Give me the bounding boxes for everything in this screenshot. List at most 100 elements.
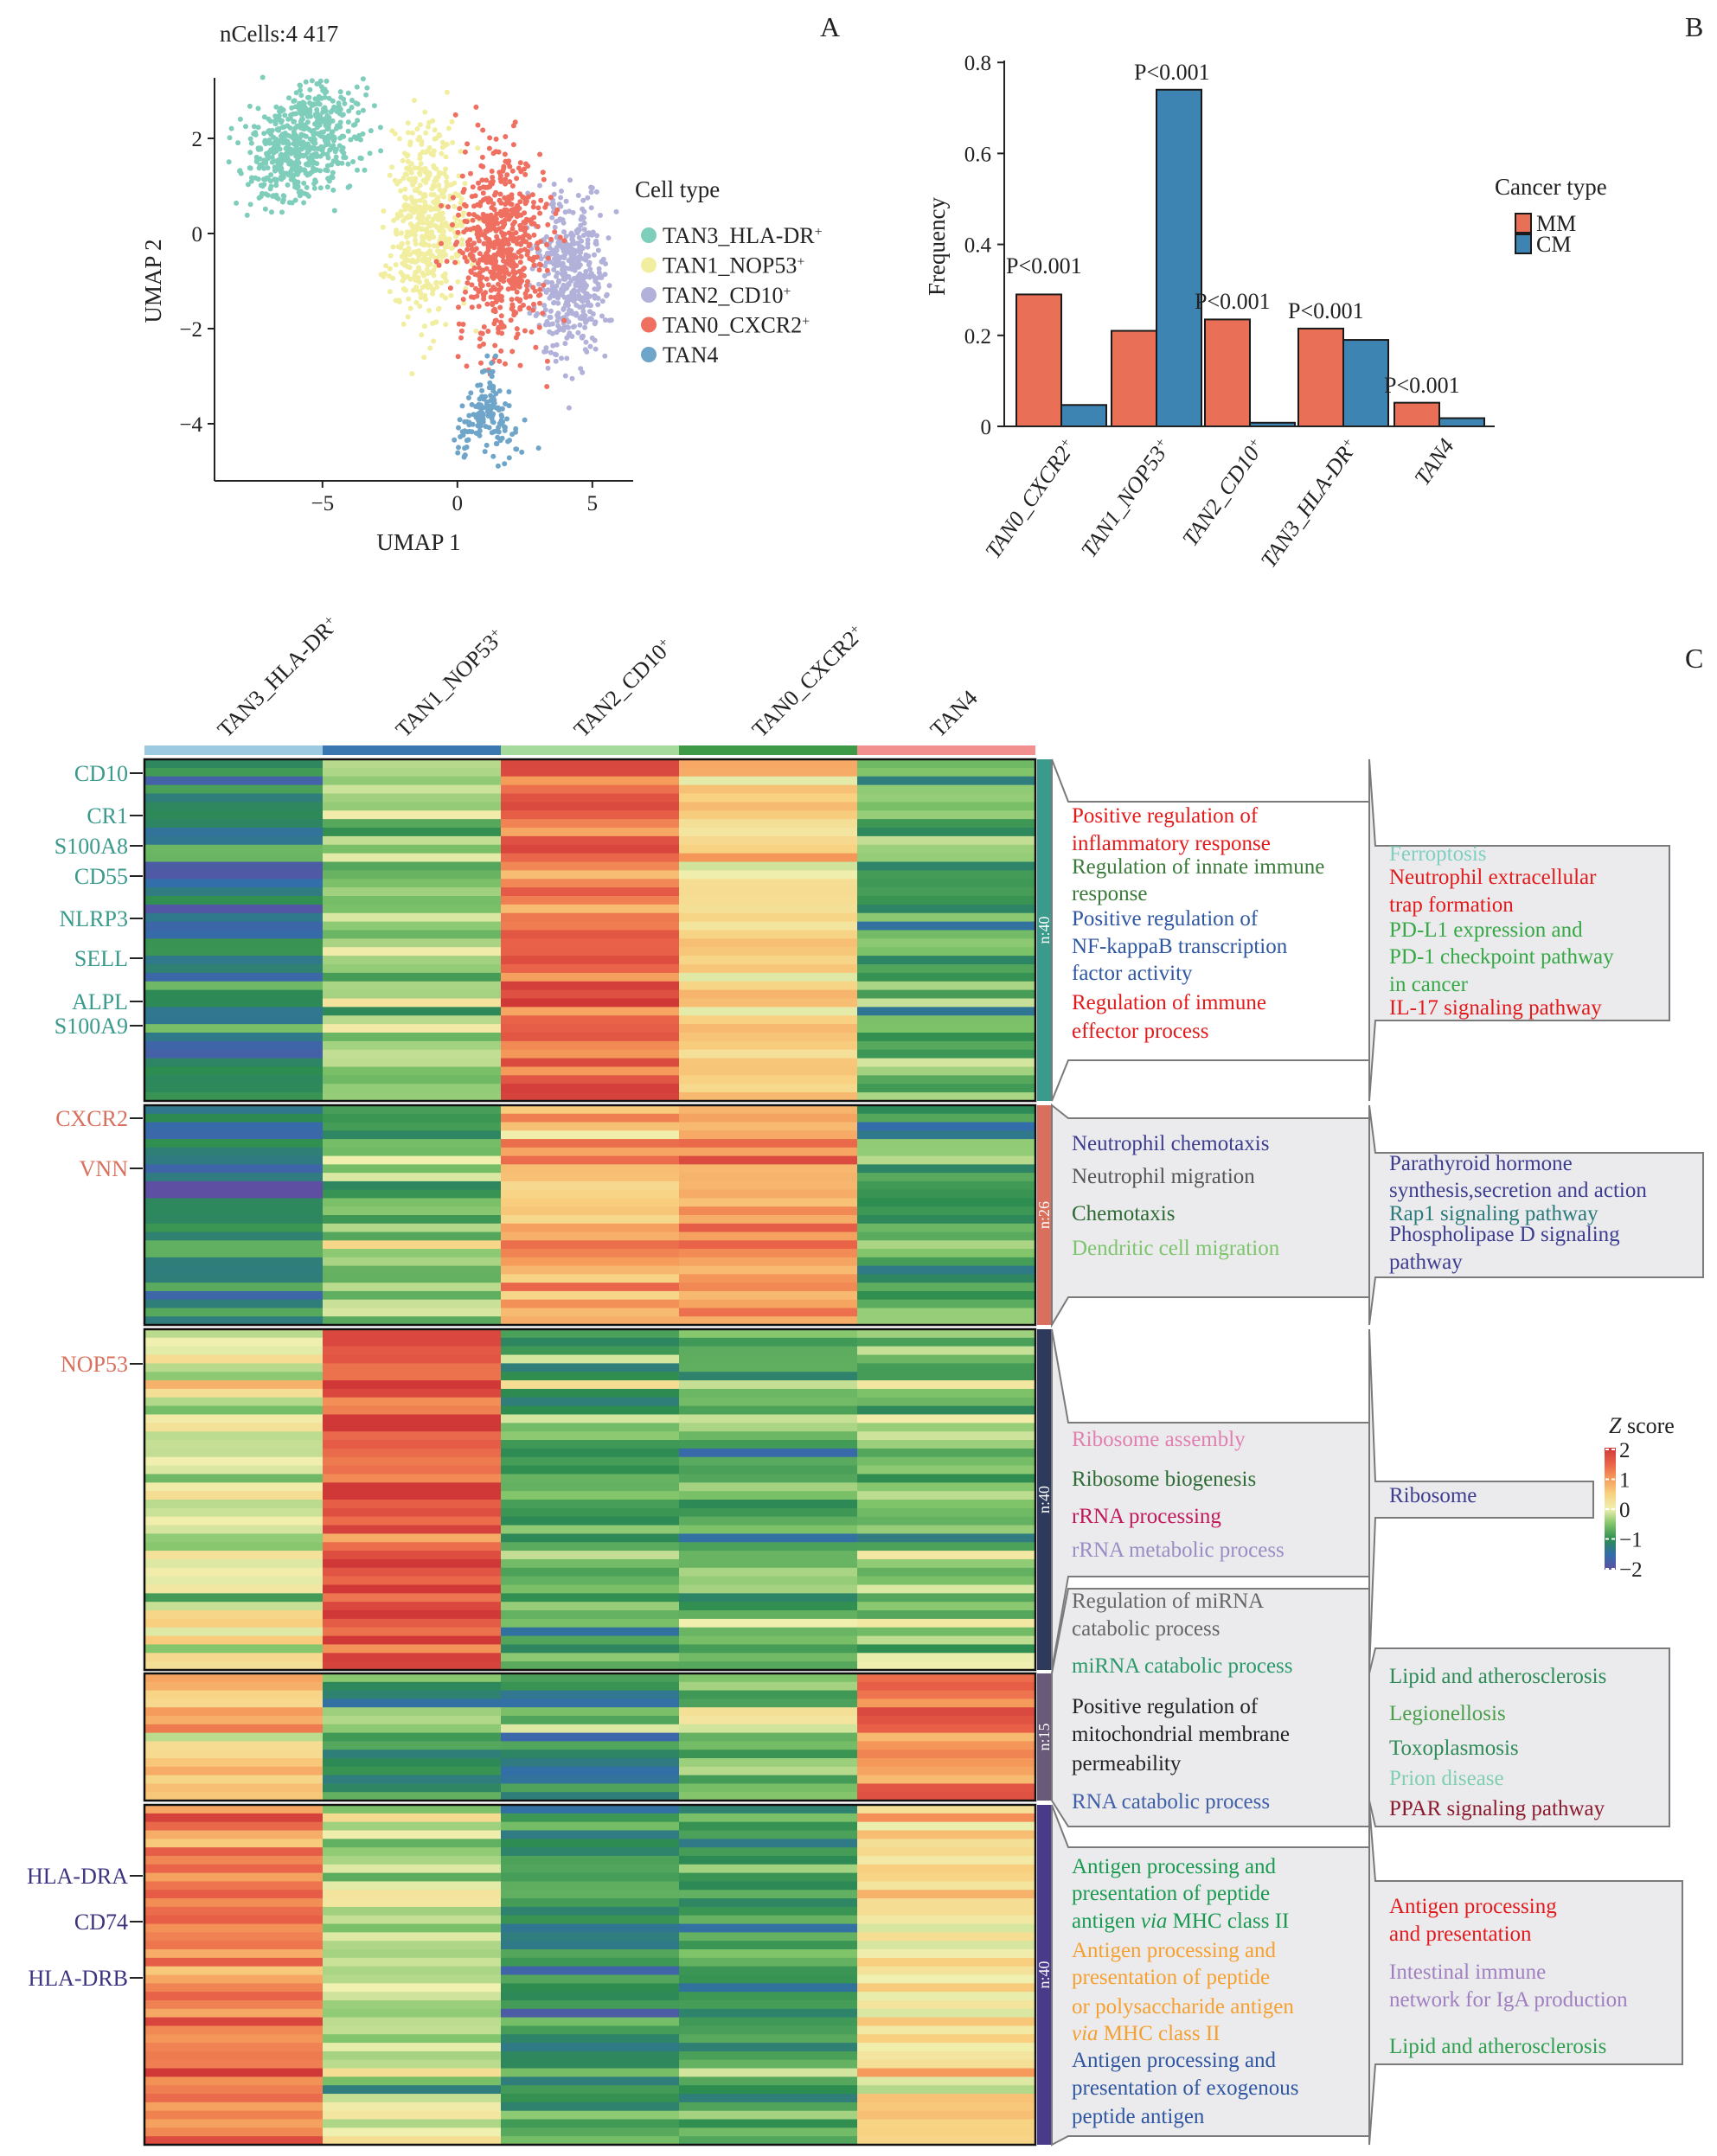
- colorbar-tick-label: −1: [1619, 1529, 1643, 1552]
- heatmap-cell: [323, 828, 502, 837]
- umap-point: [545, 279, 551, 285]
- heatmap-cell: [144, 1173, 324, 1182]
- heatmap-cell: [501, 853, 680, 863]
- heatmap-cell: [323, 1066, 502, 1076]
- umap-point: [602, 317, 608, 323]
- umap-point: [353, 100, 359, 106]
- heatmap-cell: [501, 1999, 680, 2010]
- heatmap-cell: [144, 1983, 324, 1993]
- umap-point: [599, 298, 605, 304]
- heatmap-cell: [501, 1215, 680, 1225]
- heatmap-cell: [501, 1130, 680, 1140]
- go-term-line-part: Chemotaxis: [1072, 1202, 1175, 1225]
- umap-point: [508, 246, 514, 253]
- heatmap-cell: [501, 1805, 680, 1814]
- heatmap-column-label-text: TAN4: [926, 685, 983, 742]
- umap-point: [552, 229, 558, 235]
- heatmap-cell: [501, 1864, 680, 1874]
- heatmap-cell: [679, 1448, 858, 1458]
- umap-point: [543, 345, 549, 351]
- heatmap-cell: [144, 1542, 324, 1551]
- heatmap-cell: [323, 1040, 502, 1051]
- umap-point: [510, 142, 516, 148]
- kegg-term-line-part: Ribosome: [1389, 1484, 1477, 1507]
- heatmap-cell: [857, 1992, 1036, 2001]
- umap-point: [494, 441, 500, 447]
- heatmap-cell: [857, 1792, 1036, 1801]
- umap-point: [477, 330, 484, 336]
- heatmap-cell: [323, 1240, 502, 1250]
- umap-point: [459, 429, 465, 435]
- umap-point: [521, 195, 527, 201]
- heatmap-column-label: TAN3_HLA-DR+: [213, 611, 343, 742]
- heatmap-cell: [857, 1923, 1036, 1933]
- umap-point: [311, 185, 317, 191]
- umap-point: [504, 172, 510, 178]
- heatmap-cell: [857, 870, 1036, 880]
- umap-point: [464, 259, 470, 265]
- heatmap-cell: [857, 1558, 1036, 1569]
- legend-label-sup: +: [797, 254, 804, 269]
- umap-point: [249, 175, 254, 181]
- umap-point: [396, 297, 402, 304]
- go-term-line-part: effector process: [1072, 1020, 1208, 1043]
- umap-point: [397, 136, 402, 142]
- heatmap-cell: [323, 1431, 502, 1441]
- umap-point: [407, 305, 413, 311]
- heatmap-cell: [857, 1164, 1036, 1174]
- kegg-term-line-part: Parathyroid hormone: [1389, 1152, 1573, 1175]
- kegg-term-line: Parathyroid hormone: [1389, 1152, 1573, 1175]
- heatmap-cell: [144, 1380, 324, 1390]
- umap-point: [433, 259, 439, 265]
- heatmap-cell: [323, 1783, 502, 1793]
- umap-point: [493, 189, 499, 195]
- gene-label: S100A8: [54, 834, 128, 859]
- umap-point: [506, 389, 512, 394]
- heatmap-cell: [144, 1215, 324, 1225]
- umap-point: [420, 238, 426, 244]
- heatmap-cell: [679, 879, 858, 888]
- umap-point: [479, 154, 485, 160]
- umap-point: [485, 243, 491, 248]
- umap-point: [471, 265, 477, 271]
- heatmap-cell: [323, 1180, 502, 1191]
- heatmap-cell: [679, 2059, 858, 2070]
- heatmap-cell: [857, 1308, 1036, 1317]
- umap-point: [320, 118, 326, 125]
- umap-point: [478, 360, 484, 366]
- heatmap-cell: [857, 2017, 1036, 2027]
- heatmap-cell: [501, 2050, 680, 2061]
- heatmap-cell: [501, 1139, 680, 1148]
- heatmap-cell: [144, 1957, 324, 1967]
- umap-point: [493, 391, 499, 397]
- umap-point: [269, 209, 274, 215]
- heatmap-cell: [323, 1741, 502, 1750]
- heatmap-cell: [501, 1431, 680, 1441]
- heatmap-cell: [857, 1681, 1036, 1692]
- umap-point: [407, 139, 413, 145]
- umap-point: [547, 322, 553, 328]
- heatmap-cell: [144, 1130, 324, 1140]
- heatmap-cell: [501, 1265, 680, 1275]
- umap-point: [443, 322, 449, 328]
- umap-point: [304, 191, 310, 197]
- heatmap-cell: [323, 1681, 502, 1692]
- umap-point: [480, 211, 486, 217]
- umap-point: [474, 214, 480, 220]
- heatmap-cell: [857, 1249, 1036, 1258]
- heatmap-cell: [144, 2085, 324, 2095]
- heatmap-cell: [144, 1308, 324, 1317]
- umap-point: [484, 399, 490, 405]
- umap-point: [576, 264, 581, 270]
- heatmap-cell: [501, 1724, 680, 1734]
- umap-point: [449, 255, 455, 261]
- heatmap-cell: [501, 1610, 680, 1620]
- umap-point: [452, 112, 458, 118]
- umap-point: [301, 126, 307, 132]
- umap-point: [556, 217, 562, 223]
- umap-point: [317, 112, 323, 118]
- kegg-term-line-part: Phospholipase D signaling: [1389, 1223, 1620, 1246]
- umap-point: [498, 313, 504, 319]
- heatmap-cell: [679, 1999, 858, 2010]
- umap-point: [517, 297, 523, 303]
